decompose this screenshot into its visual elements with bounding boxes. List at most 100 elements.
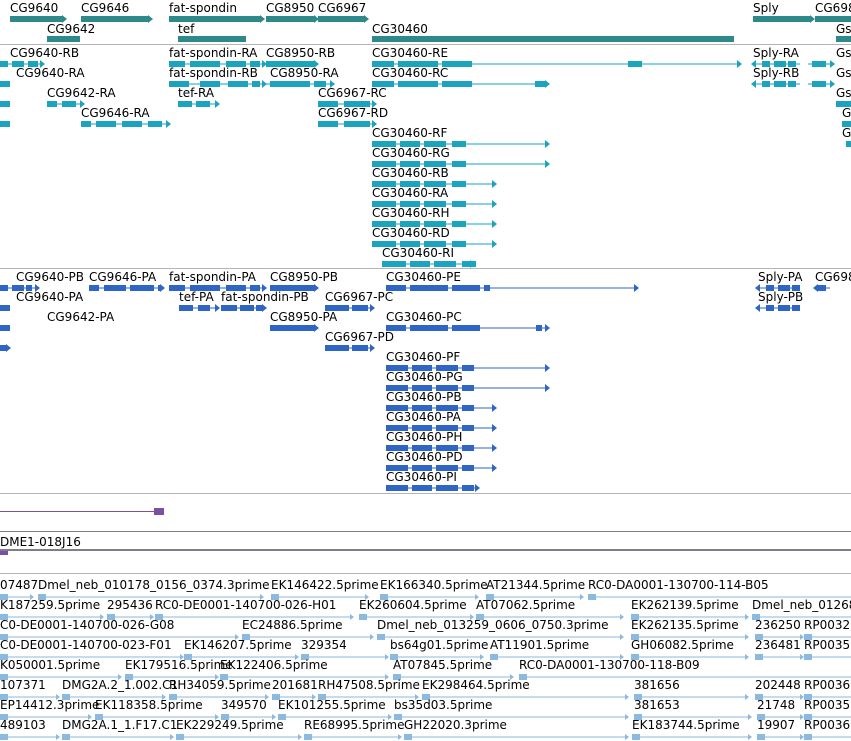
protein-exon[interactable] — [270, 285, 314, 291]
est-arrow[interactable] — [620, 654, 624, 660]
protein-exon[interactable] — [179, 305, 193, 311]
est-arrow[interactable] — [625, 694, 629, 700]
protein-intron[interactable] — [179, 307, 215, 309]
protein-label[interactable]: CG30460-PF — [386, 350, 461, 364]
est-line[interactable] — [169, 696, 265, 698]
gene-arrow[interactable] — [810, 15, 815, 23]
gene-label[interactable]: tef — [178, 22, 195, 36]
est-label[interactable]: EK146207.5prime — [184, 638, 292, 652]
transcript-exon[interactable] — [410, 261, 430, 267]
est-block[interactable] — [422, 694, 430, 700]
est-label[interactable]: RP0032 — [804, 618, 851, 632]
transcript-exon[interactable] — [252, 81, 260, 87]
protein-arrow[interactable] — [370, 304, 375, 312]
est-line[interactable] — [422, 696, 625, 698]
protein-label[interactable]: CG9640-PA — [16, 290, 84, 304]
transcript-exon[interactable] — [424, 221, 446, 227]
est-label[interactable]: EK183744.5prime — [632, 718, 740, 732]
transcript-exon[interactable] — [400, 221, 420, 227]
transcript-label[interactable]: CG30460-RB — [372, 166, 449, 180]
transcript-exon[interactable] — [62, 101, 76, 107]
est-line[interactable] — [755, 656, 800, 658]
est-label[interactable]: 07487 — [0, 578, 39, 592]
protein-arrow[interactable] — [492, 424, 497, 432]
est-line[interactable] — [62, 736, 170, 738]
protein-exon[interactable] — [412, 365, 432, 371]
transcript-exon[interactable] — [774, 61, 786, 67]
est-arrow[interactable] — [620, 614, 624, 620]
transcript-arrow[interactable] — [545, 80, 550, 88]
transcript-arrow[interactable] — [330, 80, 335, 88]
transcript-arrow[interactable] — [215, 100, 220, 108]
transcript-exon[interactable] — [400, 181, 420, 187]
transcript-exon[interactable] — [762, 81, 770, 87]
transcript-exon[interactable] — [372, 221, 396, 227]
transcript-label[interactable]: CG6967-RC — [318, 86, 387, 100]
est-arrow[interactable] — [480, 654, 484, 660]
est-block[interactable] — [0, 594, 8, 600]
est-arrow[interactable] — [350, 614, 354, 620]
transcript-label[interactable]: CG30460-RH — [372, 206, 450, 220]
transcript-exon[interactable] — [0, 61, 8, 67]
protein-label[interactable]: CG30460-PC — [386, 310, 462, 324]
est-line[interactable] — [631, 636, 745, 638]
est-label[interactable]: EK101255.5prime — [278, 698, 386, 712]
est-label[interactable]: 349570 — [221, 698, 267, 712]
est-line[interactable] — [272, 696, 312, 698]
gene-glyph[interactable] — [372, 36, 734, 42]
transcript-exon[interactable] — [364, 121, 370, 127]
transcript-arrow[interactable] — [314, 60, 319, 68]
transcript-exon[interactable] — [452, 201, 466, 207]
est-label[interactable]: EK146422.5prime — [271, 578, 379, 592]
protein-arrow[interactable] — [755, 304, 760, 312]
transcript-arrow[interactable] — [372, 120, 377, 128]
transcript-exon[interactable] — [364, 101, 370, 107]
transcript-label[interactable]: G — [842, 106, 851, 120]
est-line[interactable] — [755, 696, 800, 698]
protein-exon[interactable] — [778, 285, 790, 291]
protein-exon[interactable] — [462, 405, 474, 411]
est-block[interactable] — [0, 694, 8, 700]
transcript-arrow[interactable] — [492, 220, 497, 228]
est-line[interactable] — [588, 596, 851, 598]
protein-exon[interactable] — [104, 285, 126, 291]
est-label[interactable]: EK179516.5prime — [125, 658, 233, 672]
protein-exon[interactable] — [386, 445, 408, 451]
protein-label[interactable]: CG30460-PB — [386, 390, 462, 404]
gene-glyph[interactable] — [10, 16, 62, 22]
est-block[interactable] — [757, 734, 765, 740]
est-block[interactable] — [394, 714, 402, 720]
est-line[interactable] — [631, 616, 745, 618]
est-block[interactable] — [631, 654, 639, 660]
est-label[interactable]: DMG2A.2_1.002.C1 — [62, 678, 179, 692]
protein-exon[interactable] — [158, 285, 160, 291]
est-block[interactable] — [62, 734, 70, 740]
est-line[interactable] — [301, 656, 385, 658]
est-label[interactable]: RP0036 — [804, 718, 851, 732]
protein-label[interactable]: CG30460-PA — [386, 410, 461, 424]
est-line[interactable] — [176, 736, 298, 738]
est-arrow[interactable] — [215, 674, 219, 680]
protein-exon[interactable] — [250, 285, 260, 291]
transcript-exon[interactable] — [846, 141, 851, 147]
est-block[interactable] — [755, 654, 763, 660]
protein-exon[interactable] — [270, 325, 314, 331]
transcript-label[interactable]: CG30460-RC — [372, 66, 449, 80]
est-block[interactable] — [359, 614, 367, 620]
est-label[interactable]: RH47508.5prime — [318, 678, 420, 692]
protein-exon[interactable] — [198, 305, 210, 311]
est-label[interactable]: AT07062.5prime — [476, 598, 576, 612]
est-block[interactable] — [95, 714, 103, 720]
est-line[interactable] — [632, 736, 748, 738]
transcript-exon[interactable] — [250, 61, 260, 67]
est-block[interactable] — [804, 634, 812, 640]
est-arrow[interactable] — [365, 594, 369, 600]
protein-exon[interactable] — [256, 305, 262, 311]
est-arrow[interactable] — [260, 594, 264, 600]
protein-exon[interactable] — [352, 345, 368, 351]
protein-exon[interactable] — [386, 385, 408, 391]
transcript-arrow[interactable] — [737, 60, 742, 68]
protein-label[interactable]: tef-PA — [179, 290, 214, 304]
transcript-label[interactable]: CG9646-RA — [81, 106, 150, 120]
est-line[interactable] — [755, 636, 800, 638]
